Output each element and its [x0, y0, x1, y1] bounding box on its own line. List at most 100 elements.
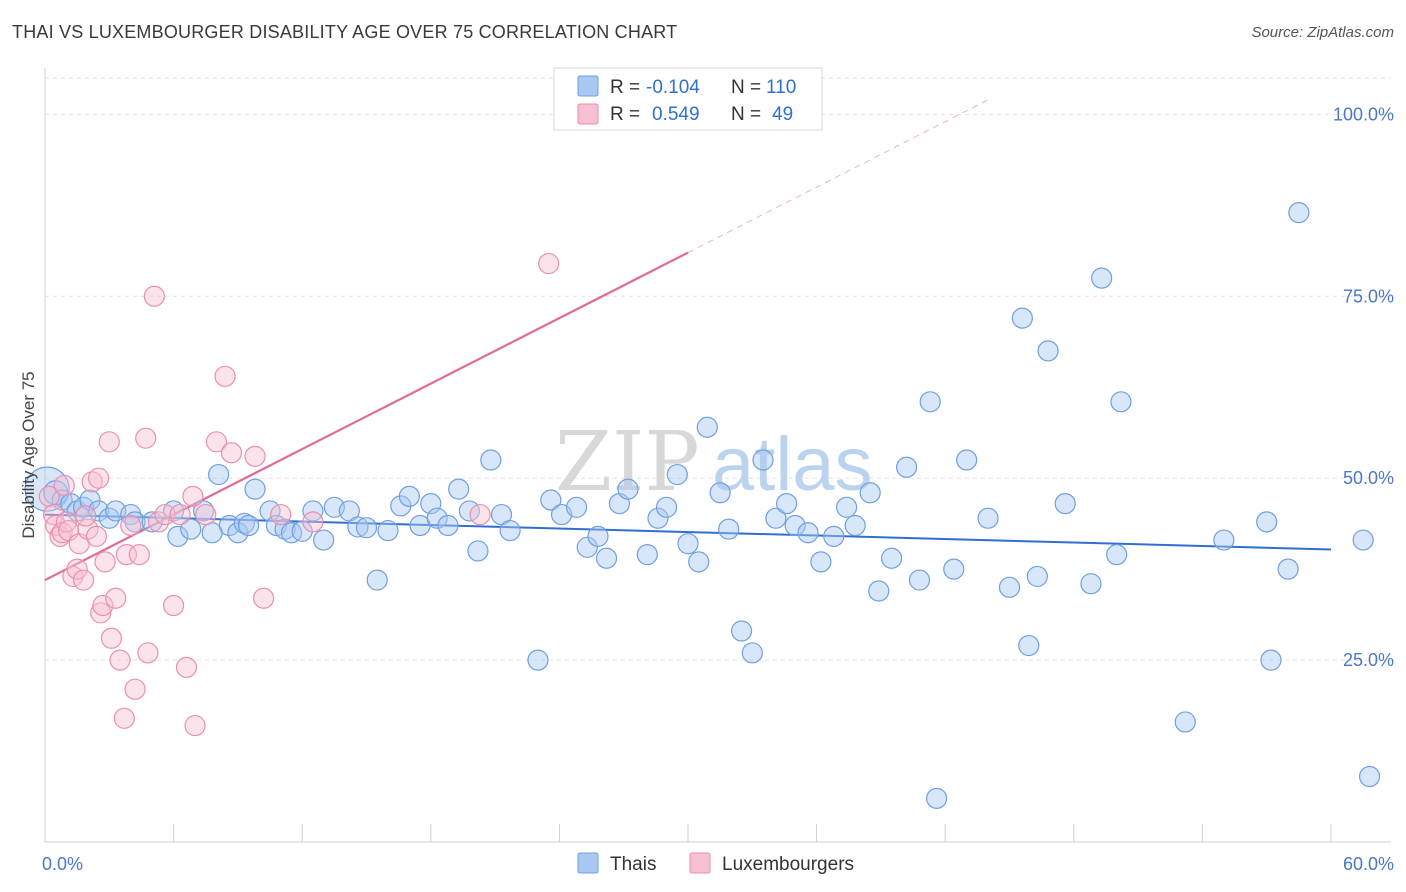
point-luxembourgers: [42, 503, 65, 526]
chart-title: THAI VS LUXEMBOURGER DISABILITY AGE OVER…: [12, 22, 678, 42]
point-luxembourgers: [135, 427, 157, 449]
point-luxembourgers: [184, 714, 206, 737]
y-axis-label: Disability Age Over 75: [19, 371, 38, 538]
legend-n-value-thais: 110: [766, 77, 796, 98]
y-tick-labels: 25.0% 50.0% 75.0% 100.0%: [1333, 104, 1394, 670]
point-thais: [1213, 529, 1235, 551]
point-luxembourgers: [72, 569, 95, 591]
point-thais: [238, 514, 260, 537]
point-thais: [1110, 391, 1132, 413]
point-thais: [1054, 493, 1076, 515]
point-thais: [1037, 340, 1059, 362]
point-luxembourgers: [169, 503, 191, 526]
point-thais: [480, 449, 502, 471]
point-thais: [677, 533, 699, 555]
x-tick-labels: 0.0% 60.0%: [42, 854, 1394, 874]
data-points: [24, 202, 1381, 809]
point-thais: [636, 543, 658, 566]
point-thais: [844, 514, 866, 537]
point-thais: [180, 518, 202, 540]
point-luxembourgers: [137, 642, 159, 664]
point-thais: [908, 569, 931, 591]
point-thais: [1352, 529, 1374, 551]
point-thais: [302, 500, 324, 522]
legend-r-label-thais: R =: [610, 77, 640, 98]
point-thais: [1018, 634, 1040, 657]
legend-swatch-luxembourgers: [577, 103, 599, 125]
point-luxembourgers: [113, 707, 135, 729]
point-thais: [347, 516, 369, 538]
point-thais: [163, 500, 185, 522]
point-thais: [765, 507, 787, 529]
point-luxembourgers: [75, 505, 97, 527]
point-thais: [1091, 267, 1113, 289]
point-thais: [688, 551, 710, 573]
point-thais: [398, 485, 420, 507]
point-luxembourgers: [85, 525, 108, 548]
point-thais: [919, 391, 941, 413]
point-thais: [448, 478, 470, 500]
point-thais: [836, 496, 858, 518]
legend-n-value-luxembourgers: 49: [772, 104, 793, 125]
x-tick-label-min: 0.0%: [42, 854, 83, 874]
point-thais: [565, 496, 588, 518]
point-thais: [1174, 711, 1196, 733]
point-luxembourgers: [205, 431, 228, 453]
point-luxembourgers: [182, 485, 204, 507]
point-thais: [576, 536, 598, 558]
y-tick-label: 100.0%: [1333, 104, 1394, 124]
x-tick-label-max: 60.0%: [1343, 854, 1394, 874]
point-thais: [741, 642, 763, 664]
watermark-zip: ZIP: [555, 415, 700, 510]
trend-line-luxembourgers: [44, 251, 689, 582]
point-luxembourgers: [77, 518, 99, 540]
gridlines: [45, 77, 1391, 661]
point-luxembourgers: [98, 431, 120, 453]
point-luxembourgers: [175, 656, 198, 678]
point-thais: [868, 580, 890, 602]
point-luxembourgers: [53, 474, 75, 497]
point-thais: [141, 511, 163, 533]
point-thais: [527, 649, 549, 671]
point-luxembourgers: [163, 594, 185, 617]
point-thais: [426, 507, 448, 529]
axes: [44, 68, 1391, 843]
point-thais: [467, 540, 489, 562]
bottom-legend-label-thais: Thais: [610, 854, 656, 875]
point-luxembourgers: [124, 678, 146, 700]
point-thais: [437, 514, 459, 537]
point-thais: [696, 416, 718, 438]
point-luxembourgers: [244, 445, 266, 467]
point-thais: [1011, 307, 1033, 329]
bottom-legend-swatch-luxembourgers: [689, 852, 711, 874]
point-thais: [1106, 543, 1128, 566]
point-luxembourgers: [270, 503, 292, 526]
point-thais: [730, 620, 753, 642]
point-luxembourgers: [105, 587, 127, 609]
legend-r-value-thais: -0.104: [646, 77, 700, 98]
point-thais: [797, 522, 819, 544]
point-thais: [208, 463, 230, 486]
trend-lines: [44, 99, 1332, 582]
legend-n-label-thais: N =: [731, 77, 761, 98]
point-thais: [943, 558, 965, 580]
legend-r-label-luxembourgers: R =: [610, 104, 640, 125]
trend-line-luxembourgers-extension: [687, 99, 989, 254]
point-thais: [881, 547, 903, 569]
point-thais: [377, 519, 399, 542]
point-thais: [366, 569, 388, 591]
point-thais: [666, 463, 688, 486]
point-thais: [595, 547, 618, 569]
point-thais: [540, 489, 562, 511]
series-legend: Thais Luxembourgers: [577, 852, 854, 875]
point-luxembourgers: [55, 511, 78, 533]
point-thais: [1260, 649, 1282, 671]
y-tick-label: 25.0%: [1343, 650, 1394, 670]
point-thais: [647, 507, 669, 529]
point-thais: [1277, 558, 1299, 580]
point-thais: [956, 449, 978, 471]
point-thais: [655, 496, 678, 518]
point-thais: [313, 529, 335, 551]
point-thais: [79, 489, 101, 511]
